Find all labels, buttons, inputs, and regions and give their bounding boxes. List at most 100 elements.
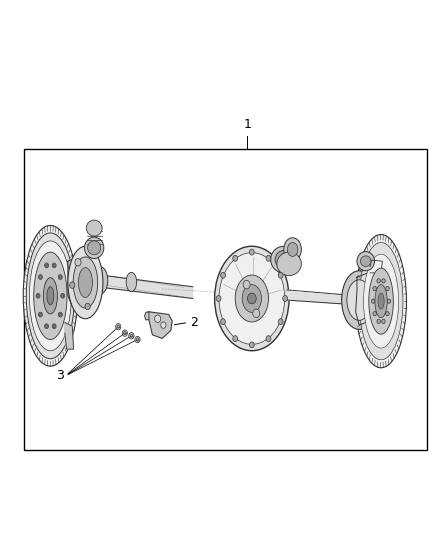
Circle shape [382, 279, 385, 283]
Polygon shape [149, 312, 172, 338]
Circle shape [266, 255, 271, 261]
Circle shape [117, 325, 120, 328]
Polygon shape [287, 290, 357, 305]
Ellipse shape [26, 233, 74, 359]
Text: 2: 2 [191, 316, 198, 329]
Circle shape [59, 276, 61, 278]
Ellipse shape [126, 272, 137, 292]
Circle shape [377, 279, 380, 283]
Ellipse shape [47, 287, 54, 305]
Ellipse shape [85, 237, 104, 259]
Circle shape [278, 272, 283, 278]
Circle shape [58, 312, 62, 317]
Ellipse shape [86, 220, 102, 236]
Ellipse shape [23, 225, 78, 366]
Circle shape [39, 312, 42, 317]
Polygon shape [96, 274, 193, 298]
Circle shape [85, 303, 90, 310]
Ellipse shape [34, 252, 67, 340]
Polygon shape [370, 260, 382, 273]
Ellipse shape [275, 251, 293, 269]
Ellipse shape [359, 243, 403, 360]
Circle shape [53, 264, 55, 266]
Ellipse shape [73, 257, 98, 308]
Circle shape [386, 312, 389, 316]
Circle shape [233, 255, 237, 261]
Circle shape [61, 294, 64, 297]
Circle shape [60, 293, 65, 298]
Ellipse shape [68, 246, 103, 319]
Circle shape [52, 324, 56, 329]
Circle shape [70, 282, 75, 288]
Circle shape [59, 313, 61, 316]
Polygon shape [68, 253, 99, 312]
Circle shape [377, 319, 380, 324]
Circle shape [39, 276, 42, 278]
Circle shape [371, 299, 375, 303]
Circle shape [266, 336, 271, 342]
Circle shape [250, 249, 254, 255]
Circle shape [250, 342, 254, 348]
Ellipse shape [360, 256, 371, 266]
Circle shape [283, 295, 287, 302]
Circle shape [52, 263, 56, 268]
Ellipse shape [357, 252, 374, 271]
Circle shape [387, 299, 391, 303]
Circle shape [130, 334, 133, 337]
Ellipse shape [78, 268, 92, 297]
Ellipse shape [375, 285, 387, 318]
Circle shape [278, 319, 283, 325]
Ellipse shape [342, 271, 377, 329]
Circle shape [243, 280, 250, 289]
Circle shape [373, 286, 376, 290]
Ellipse shape [235, 275, 268, 322]
Ellipse shape [94, 267, 108, 294]
Ellipse shape [287, 243, 298, 256]
Circle shape [253, 309, 260, 318]
Circle shape [39, 274, 42, 279]
Circle shape [37, 294, 39, 297]
Ellipse shape [364, 254, 399, 348]
Ellipse shape [356, 235, 406, 368]
Circle shape [386, 286, 389, 290]
Polygon shape [145, 312, 149, 320]
Text: 1: 1 [244, 118, 251, 131]
Circle shape [46, 325, 48, 328]
Circle shape [233, 336, 237, 342]
Circle shape [45, 324, 49, 329]
Ellipse shape [43, 278, 57, 314]
Circle shape [221, 272, 226, 278]
Ellipse shape [284, 238, 301, 261]
Circle shape [161, 322, 166, 328]
Bar [24, 149, 427, 450]
Ellipse shape [215, 246, 289, 351]
Ellipse shape [88, 241, 101, 255]
Circle shape [216, 295, 221, 302]
Circle shape [53, 325, 55, 328]
Ellipse shape [242, 285, 261, 312]
Ellipse shape [29, 241, 71, 351]
Circle shape [382, 319, 385, 324]
Circle shape [135, 336, 140, 343]
Ellipse shape [369, 268, 393, 334]
Circle shape [45, 263, 49, 268]
Circle shape [122, 330, 127, 336]
Circle shape [58, 274, 62, 279]
Circle shape [36, 293, 40, 298]
Circle shape [46, 264, 48, 266]
Circle shape [75, 259, 81, 266]
Ellipse shape [378, 293, 384, 309]
Ellipse shape [277, 252, 301, 276]
Ellipse shape [271, 246, 297, 273]
Ellipse shape [219, 253, 285, 344]
Circle shape [247, 293, 256, 304]
Circle shape [129, 333, 134, 339]
Ellipse shape [347, 280, 371, 320]
Circle shape [155, 315, 161, 322]
Circle shape [221, 319, 226, 325]
Text: 3: 3 [56, 369, 64, 382]
Circle shape [136, 338, 139, 341]
Circle shape [39, 313, 42, 316]
Polygon shape [356, 273, 372, 325]
Circle shape [373, 312, 376, 316]
